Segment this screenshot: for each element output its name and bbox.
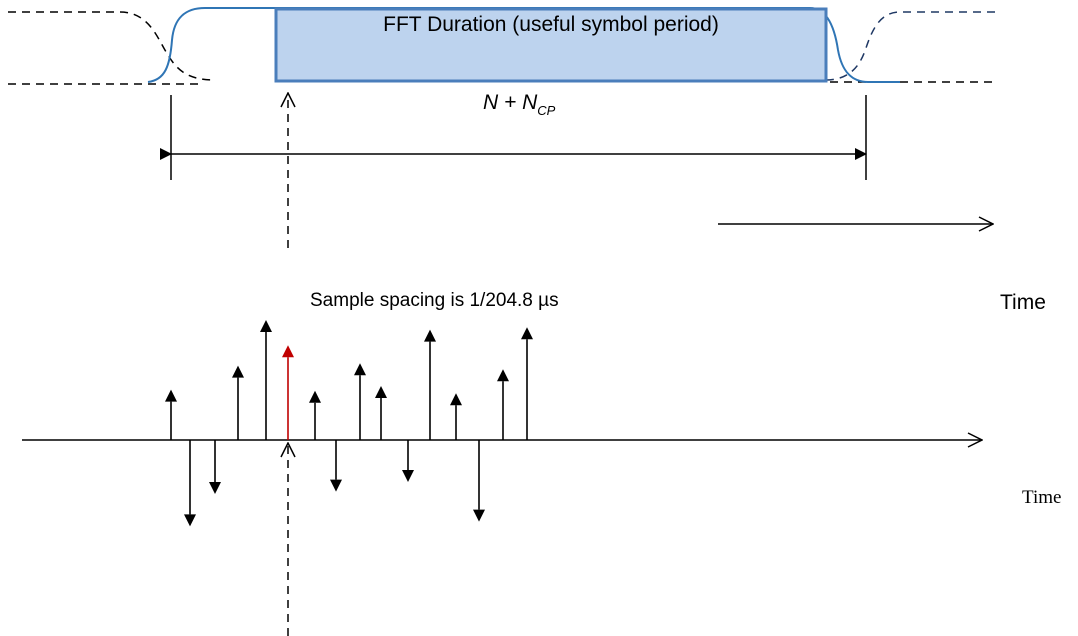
sample-arrow (209, 440, 221, 494)
time-label-lower: Time (1022, 487, 1062, 508)
right-dashed-top (824, 11, 995, 81)
sample-arrow-head (209, 482, 221, 494)
sample-arrow-head (497, 369, 509, 382)
sample-arrow-head (165, 389, 177, 402)
sample-arrow-head (330, 479, 342, 492)
sample-arrow (354, 363, 366, 440)
time-label-upper: Time (1000, 291, 1046, 314)
sample-arrow (402, 440, 414, 482)
sample-arrow (309, 390, 321, 440)
sample-arrow (375, 386, 387, 440)
fft-duration-box (274, 7, 828, 83)
sample-arrow-head (282, 345, 294, 358)
fft-duration-label: FFT Duration (useful symbol period) (383, 13, 719, 36)
sample-arrow (450, 393, 462, 440)
sample-arrow (232, 365, 244, 440)
sample-arrow (165, 389, 177, 440)
sample-arrow (424, 329, 436, 440)
sample-arrow-head (354, 363, 366, 376)
sample-arrow-head (521, 327, 533, 340)
symbol-length-label: N + NCP (483, 91, 555, 118)
sample-arrow-head (450, 393, 462, 406)
sample-arrow (260, 320, 272, 440)
sample-arrow (330, 440, 342, 492)
sample-arrow-head (424, 329, 436, 342)
left-dashed-top (8, 11, 216, 81)
sample-arrow (497, 369, 509, 440)
sample-arrow-head (232, 365, 244, 378)
sample-arrow-head (473, 509, 485, 522)
sample-arrow (473, 440, 485, 522)
symbol-length-main: N + N (483, 91, 538, 114)
sample-arrow-head (260, 320, 272, 332)
sample-arrows (165, 320, 533, 527)
symbol-length-span (160, 95, 867, 180)
sample-arrow-head (375, 386, 387, 398)
sample-arrow-head (402, 470, 414, 482)
sample-spacing-label: Sample spacing is 1/204.8 µs (310, 290, 559, 311)
sample-arrow-head (309, 390, 321, 403)
symbol-length-subscript: CP (537, 103, 556, 118)
sample-arrow-highlighted (282, 345, 294, 440)
sample-arrow (521, 327, 533, 440)
sample-arrow-head (184, 514, 196, 527)
sample-arrow (184, 440, 196, 527)
dashed-envelope (8, 11, 995, 85)
